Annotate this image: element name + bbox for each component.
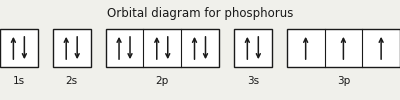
Bar: [0, 29, 38, 67]
Bar: [53, 29, 90, 67]
Text: Orbital diagram for phosphorus: Orbital diagram for phosphorus: [107, 7, 293, 20]
Text: 3s: 3s: [247, 76, 259, 86]
Bar: [234, 29, 272, 67]
Text: 1s: 1s: [13, 76, 25, 86]
Text: 2p: 2p: [156, 76, 169, 86]
Bar: [287, 29, 400, 67]
Text: 3p: 3p: [337, 76, 350, 86]
Bar: [106, 29, 219, 67]
Text: 2s: 2s: [66, 76, 78, 86]
